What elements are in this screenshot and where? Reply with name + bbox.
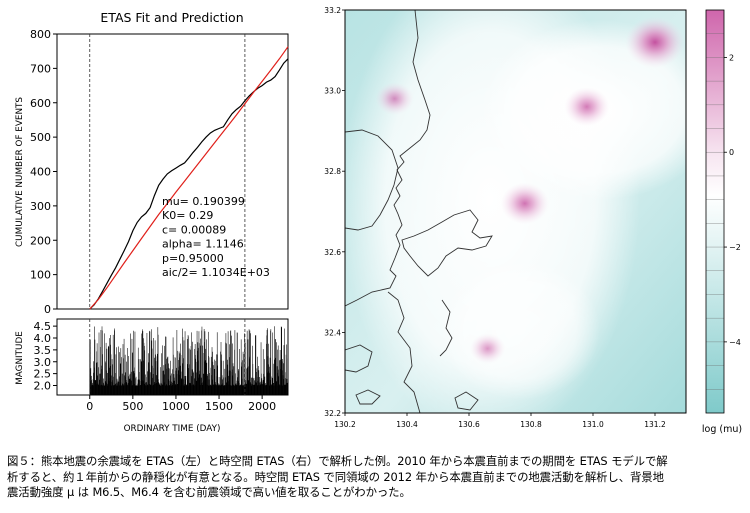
figure-caption: 図５：熊本地震の余震域を ETAS（左）と時空間 ETAS（右）で解析した例。2… xyxy=(7,454,745,501)
high-mu-spot xyxy=(500,182,549,225)
y-tick-label: 600 xyxy=(30,97,51,110)
y-tick-label: 4.0 xyxy=(34,332,52,345)
parameter-text: mu= 0.190399 xyxy=(162,195,245,208)
y-tick-label: 700 xyxy=(30,62,51,75)
parameter-text: aic/2= 1.1034E+03 xyxy=(162,266,270,279)
y-tick-label: 32.6 xyxy=(324,248,341,257)
parameter-text: p=0.95000 xyxy=(162,252,224,265)
white-zone xyxy=(440,260,600,400)
cumulative-series xyxy=(89,46,289,310)
high-mu-spot xyxy=(564,87,610,127)
x-tick-label: 130.6 xyxy=(458,420,480,429)
x-tick-label: 131.0 xyxy=(582,420,604,429)
coastline xyxy=(387,291,421,413)
coastline xyxy=(345,344,373,373)
caption-line: 析すると、約１年前からの静穏化が有意となる。時空間 ETAS で同領域の 201… xyxy=(7,469,664,484)
time-x-axis-label: ORDINARY TIME (DAY) xyxy=(124,424,221,434)
colorbar-tick-label: 0 xyxy=(729,148,734,157)
etas-cumulative-panel: ETAS Fit and Prediction 0 100 200 300 400 500… xyxy=(15,10,289,316)
heatmap-field xyxy=(345,10,686,413)
coastline xyxy=(345,10,431,307)
high-mu-spot xyxy=(625,16,685,68)
x-tick-label: 1000 xyxy=(162,400,190,413)
heatmap-x-ticks: 130.2 130.4 130.6 130.8 131.0 131.2 xyxy=(334,413,666,429)
x-tick-label: 130.8 xyxy=(520,420,542,429)
y-tick-label: 2.5 xyxy=(34,368,52,381)
high-mu-spot xyxy=(469,333,506,364)
colorbar-tick-label: −4 xyxy=(729,338,741,347)
colorbar: 2 0 −2 −4 log (mu) xyxy=(702,9,742,435)
colorbar-tick-label: −2 xyxy=(729,243,741,252)
heatmap-high-spots xyxy=(375,16,685,364)
colorbar-tick-label: 2 xyxy=(729,53,734,62)
coastline xyxy=(439,299,453,357)
y-tick-label: 32.4 xyxy=(324,328,341,337)
cumulative-y-axis-label: CUMULATIVE NUMBER OF EVENTS xyxy=(15,97,25,247)
x-tick-label: 500 xyxy=(122,400,143,413)
y-tick-label: 32.8 xyxy=(324,167,341,176)
y-tick-label: 2.0 xyxy=(34,380,52,393)
x-tick-label: 2000 xyxy=(248,400,276,413)
x-tick-label: 130.4 xyxy=(396,420,418,429)
colorbar-frame xyxy=(705,9,725,414)
y-tick-label: 300 xyxy=(30,200,51,213)
parameter-text: alpha= 1.1146 xyxy=(162,238,244,251)
y-tick-label: 800 xyxy=(30,28,51,41)
y-tick-label: 100 xyxy=(30,269,51,282)
cumulative-y-ticks: 0 100 200 300 400 500 600 700 800 xyxy=(30,28,57,316)
y-tick-label: 500 xyxy=(30,131,51,144)
coastline xyxy=(345,129,399,231)
y-tick-label: 400 xyxy=(30,166,51,179)
y-tick-label: 33.0 xyxy=(324,87,341,96)
coastline xyxy=(454,391,479,411)
y-tick-label: 4.5 xyxy=(34,320,52,333)
x-tick-label: 131.2 xyxy=(644,420,666,429)
magnitude-y-ticks: 2.02.53.03.54.04.5 xyxy=(34,320,57,393)
magnitude-vlines xyxy=(89,319,246,395)
colorbar-ticks: 2 0 −2 −4 xyxy=(724,53,741,347)
magnitude-bars xyxy=(89,326,289,395)
y-tick-label: 33.2 xyxy=(324,6,341,15)
x-tick-label: 1500 xyxy=(205,400,233,413)
caption-line: 図５：熊本地震の余震域を ETAS（左）と時空間 ETAS（右）で解析した例。2… xyxy=(7,454,668,468)
heatmap-frame xyxy=(344,9,687,414)
parameter-text: c= 0.00089 xyxy=(162,223,226,236)
coastline xyxy=(401,209,493,277)
series-line xyxy=(89,46,289,310)
y-tick-label: 3.0 xyxy=(34,356,52,369)
colorbar-band-lines xyxy=(706,33,724,390)
colorbar-gradient xyxy=(706,10,724,413)
y-tick-label: 0 xyxy=(44,303,51,316)
etas-title: ETAS Fit and Prediction xyxy=(100,10,243,25)
spatial-heatmap-panel: 130.2 130.4 130.6 130.8 131.0 131.2 32.232.43… xyxy=(324,6,687,429)
cumulative-vlines xyxy=(89,34,246,309)
magnitude-x-ticks: 0 500 1000 1500 2000 xyxy=(86,395,276,413)
y-tick-label: 32.2 xyxy=(324,409,341,418)
magnitude-y-axis-label: MAGNITUDE xyxy=(15,331,25,385)
heatmap-y-ticks: 32.2 32.4 32.6 32.8 33.0 33.2 xyxy=(324,6,345,418)
y-tick-label: 3.5 xyxy=(34,344,52,357)
colorbar-label: log (mu) xyxy=(702,424,742,435)
figure: ETAS Fit and Prediction 0100200300400500… xyxy=(15,6,742,435)
x-tick-label: 0 xyxy=(86,400,93,413)
caption-line: 震活動強度 μ は M6.5、M6.4 を含む前震領域で高い値を取ることがわかっ… xyxy=(7,485,411,499)
x-tick-label: 130.2 xyxy=(334,420,356,429)
coastline xyxy=(355,389,381,405)
high-mu-spot xyxy=(375,82,414,116)
magnitude-panel: 2.02.53.03.54.04.5 0 500 1000 1500 2000 MAGN… xyxy=(15,318,289,434)
y-tick-label: 200 xyxy=(30,234,51,247)
parameter-text: K0= 0.29 xyxy=(162,209,213,222)
